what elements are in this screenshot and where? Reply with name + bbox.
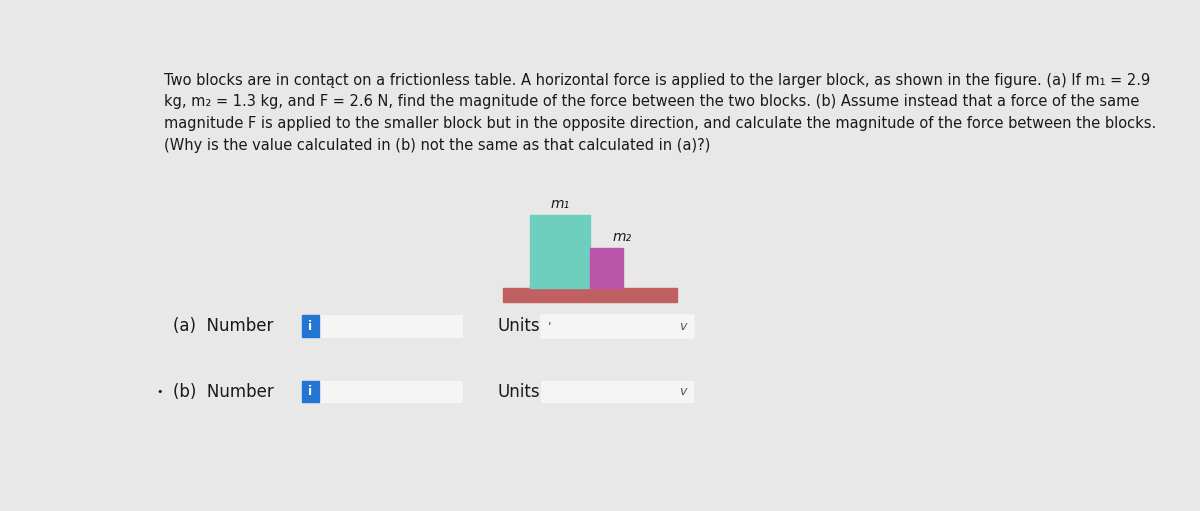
Text: v: v	[679, 320, 686, 333]
Bar	[529, 215, 590, 288]
Text: (a)  Number: (a) Number	[173, 317, 274, 335]
Bar	[590, 248, 623, 288]
Bar	[302, 315, 319, 337]
Bar	[302, 381, 319, 403]
Bar	[541, 381, 692, 403]
Text: m₁: m₁	[551, 197, 570, 212]
Text: Units: Units	[497, 317, 540, 335]
Text: (b)  Number: (b) Number	[173, 383, 274, 401]
Text: v: v	[679, 385, 686, 398]
Text: i: i	[308, 385, 312, 398]
Text: kg, m₂ = 1.3 kg, and F = 2.6 N, find the magnitude of the force between the two : kg, m₂ = 1.3 kg, and F = 2.6 N, find the…	[164, 95, 1139, 109]
Bar	[319, 381, 462, 403]
Text: Two blocks are in contąct on a frictionless table. A horizontal force is applied: Two blocks are in contąct on a frictionl…	[164, 73, 1151, 88]
Text: (Why is the value calculated in (b) not the same as that calculated in (a)?): (Why is the value calculated in (b) not …	[164, 137, 710, 153]
Text: •: •	[156, 387, 163, 397]
Text: m₂: m₂	[613, 230, 631, 244]
Text: F: F	[542, 230, 552, 244]
Bar	[541, 315, 692, 337]
Bar	[319, 315, 462, 337]
Text: magnitude F is applied to the smaller block but in the opposite direction, and c: magnitude F is applied to the smaller bl…	[164, 116, 1157, 131]
Text: Units: Units	[497, 383, 540, 401]
Text: i: i	[308, 320, 312, 333]
Bar	[503, 288, 677, 301]
Text: ': '	[547, 321, 551, 334]
